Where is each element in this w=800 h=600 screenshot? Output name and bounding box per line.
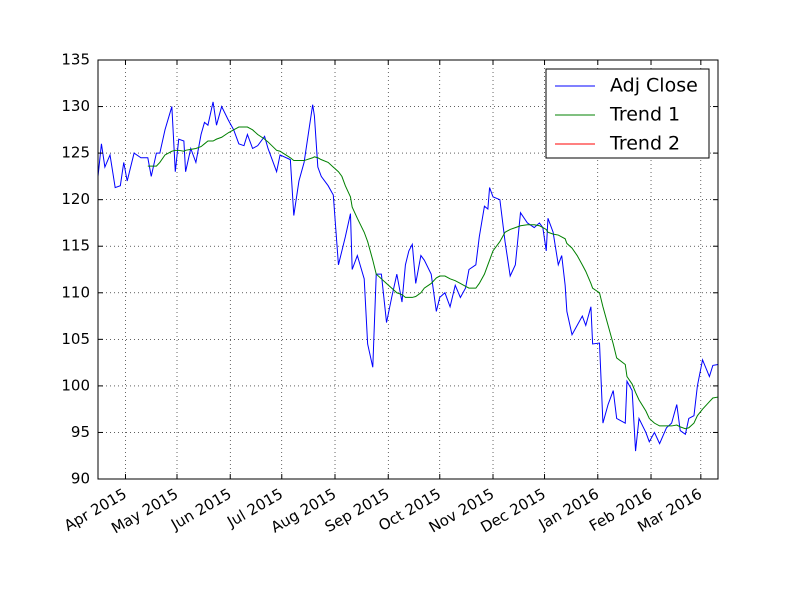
y-tick-label: 115 — [61, 237, 90, 255]
data-line — [147, 126, 719, 430]
plot-lines — [97, 101, 719, 452]
legend-box — [545, 68, 710, 159]
y-tick-label: 125 — [61, 144, 90, 162]
y-tick-label: 110 — [61, 283, 90, 301]
data-line — [97, 101, 719, 452]
legend-label: Adj Close — [610, 75, 698, 97]
y-tick-label: 130 — [61, 97, 90, 115]
y-tick-label: 90 — [71, 470, 90, 488]
y-tick-label: 100 — [61, 376, 90, 394]
legend: Adj Close Trend 1 Trend 2 — [545, 68, 710, 159]
y-tick-label: 135 — [61, 51, 90, 69]
y-tick-label: 95 — [71, 423, 90, 441]
y-tick-label: 105 — [61, 330, 90, 348]
y-tick-label: 120 — [61, 190, 90, 208]
legend-label: Trend 1 — [609, 104, 680, 126]
plot-frame — [97, 59, 719, 480]
legend-label: Trend 2 — [609, 133, 680, 155]
